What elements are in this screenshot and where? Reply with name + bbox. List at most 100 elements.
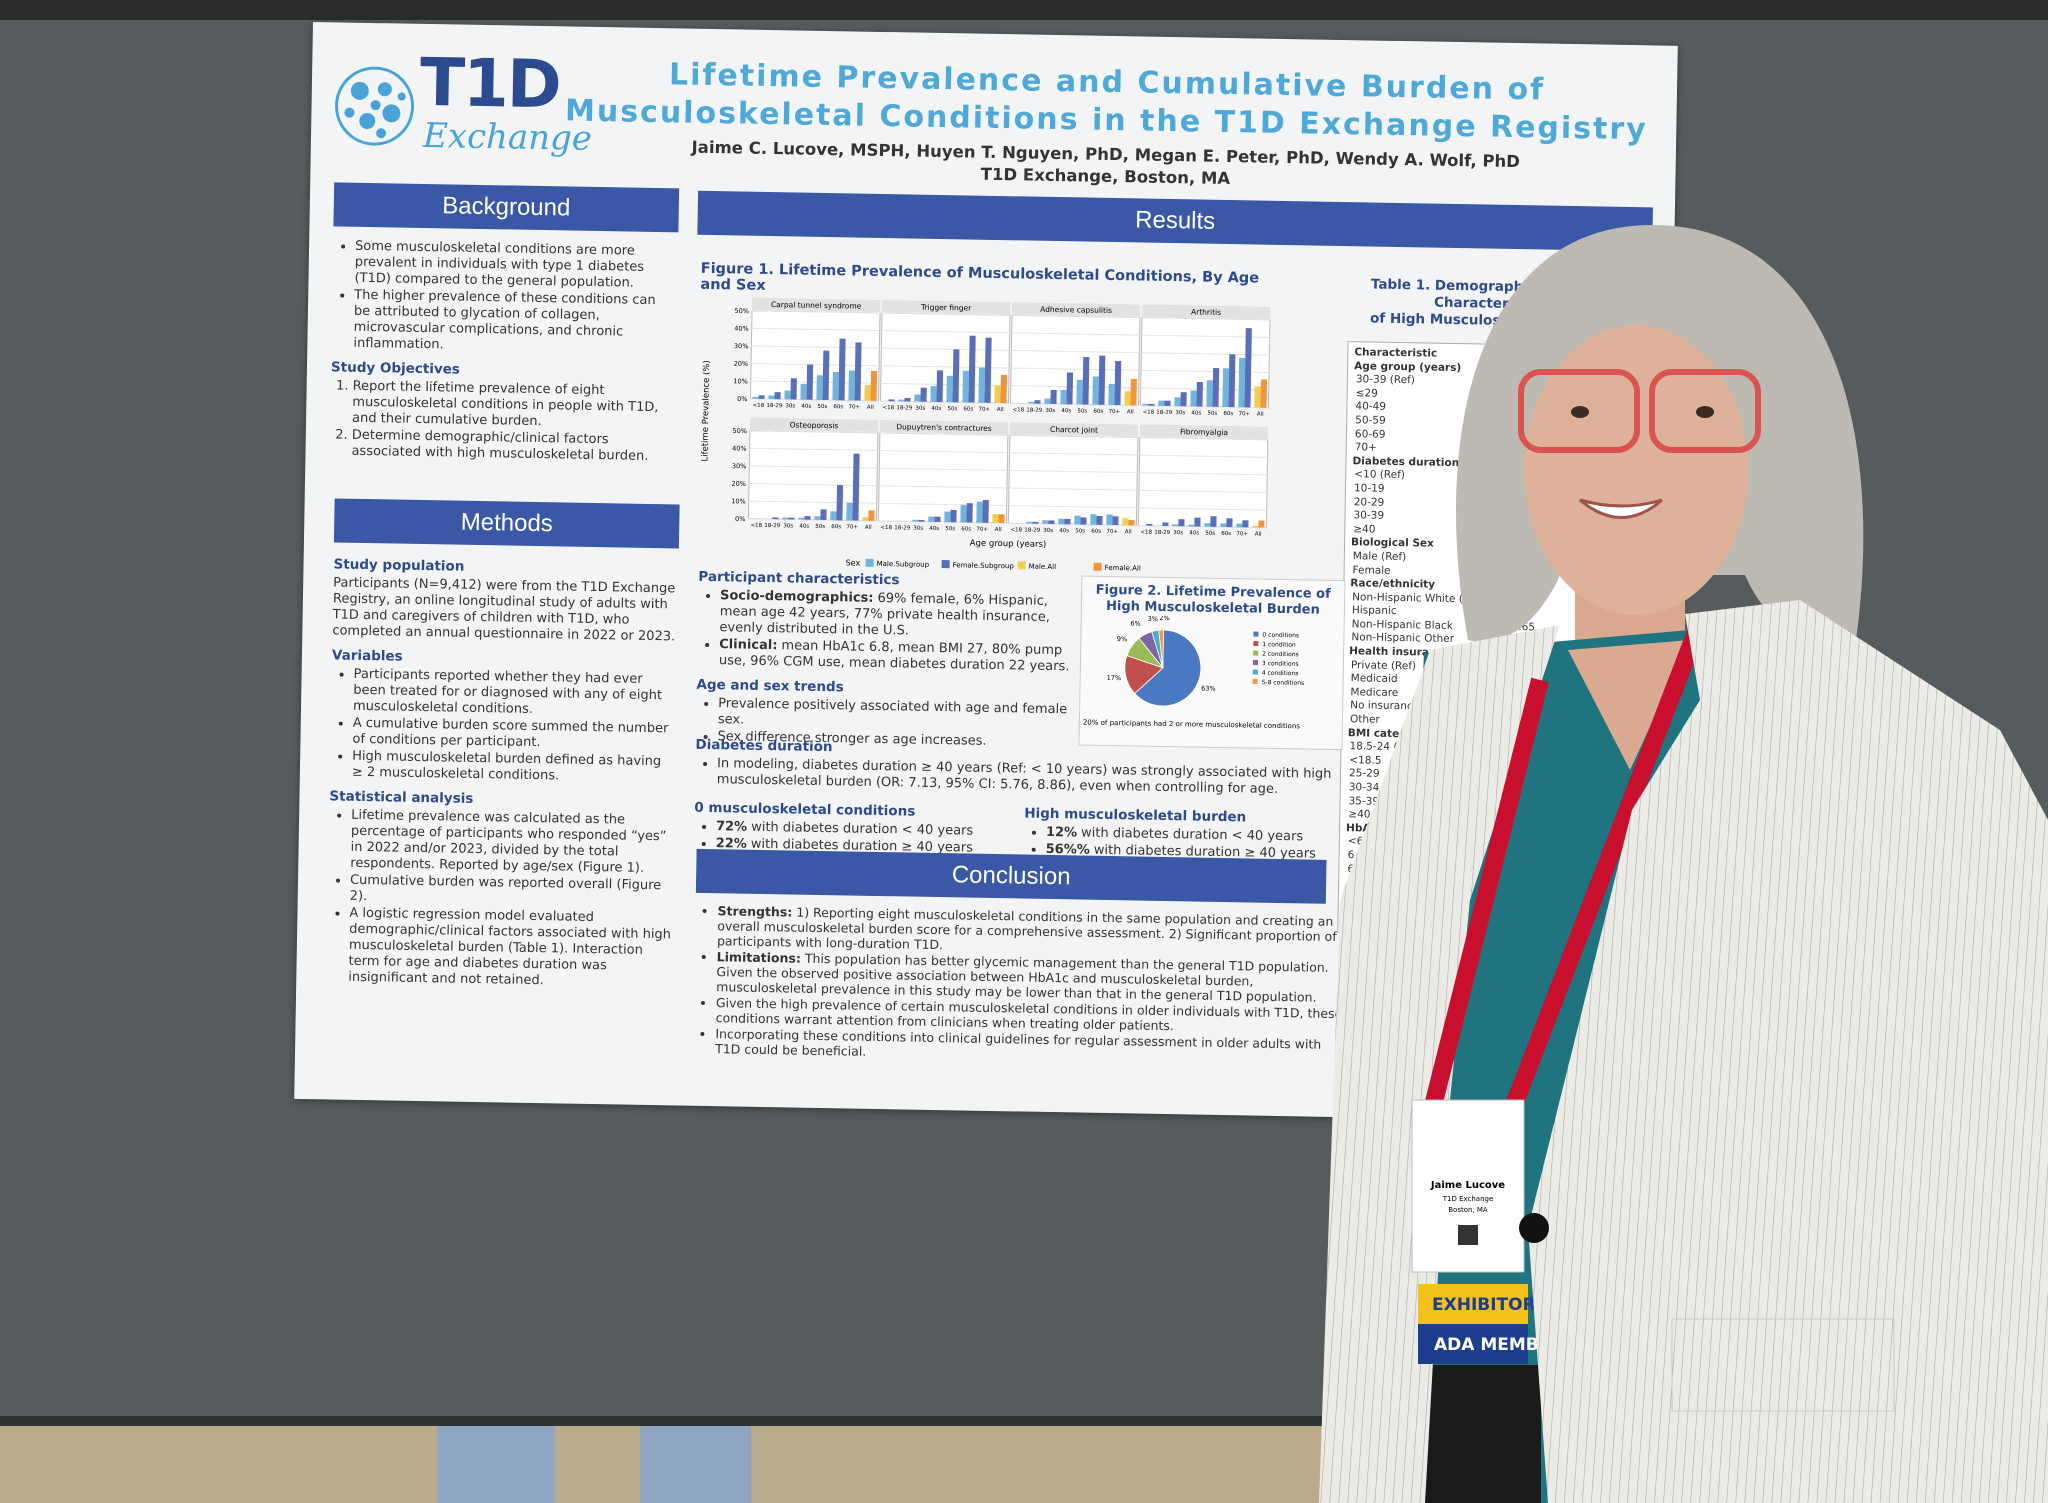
- x-tick-label: 70+: [846, 524, 858, 530]
- legend-swatch: [941, 560, 950, 569]
- panel-strip: [749, 417, 879, 432]
- figure-2: Figure 2. Lifetime Prevalence of High Mu…: [1078, 575, 1346, 751]
- grid-line: [1009, 452, 1138, 456]
- bar: [822, 350, 830, 401]
- bar: [928, 516, 935, 522]
- figure-1-plot: Lifetime Prevalence (%) Carpal tunnel syn…: [700, 297, 1271, 573]
- badge-org: T1D Exchange: [1442, 1195, 1494, 1203]
- bar: [1112, 516, 1119, 526]
- bar: [950, 509, 957, 523]
- x-tick-label: <18: [1010, 527, 1022, 533]
- grid-line: [748, 518, 877, 522]
- grid-line: [749, 447, 878, 452]
- figure-caption: 20% of participants had 2 or more muscul…: [1083, 719, 1301, 731]
- glasses: [1649, 369, 1761, 453]
- board-bottom-edge: [0, 1416, 2048, 1426]
- y-tick-label: 30%: [732, 462, 747, 470]
- legend-label: 3 conditions: [1262, 660, 1299, 668]
- legend-swatch: [1253, 631, 1259, 637]
- bar: [976, 501, 983, 523]
- x-tick-label: All: [1255, 532, 1262, 538]
- bar: [1080, 517, 1087, 525]
- bar: [920, 387, 927, 402]
- slice-label: 2%: [1159, 615, 1169, 623]
- bar: [1142, 403, 1149, 406]
- y-tick-label: 0%: [737, 395, 747, 403]
- slice-label: 9%: [1117, 635, 1127, 643]
- x-tick-label: 30s: [1175, 410, 1185, 416]
- legend-label: 4 conditions: [1262, 670, 1299, 678]
- x-tick-label: All: [865, 525, 872, 531]
- x-tick-label: <18: [753, 403, 765, 409]
- grid-line: [1011, 349, 1140, 354]
- y-tick-label: 40%: [732, 444, 747, 452]
- slice-label: 3%: [1148, 615, 1158, 623]
- bar: [1066, 372, 1074, 405]
- x-tick-label: 60s: [1091, 529, 1101, 535]
- blazer-right: [1528, 600, 2048, 1503]
- legend-label: Male.Subgroup: [877, 560, 930, 569]
- legend-label: 1 condition: [1262, 641, 1296, 649]
- bar: [1254, 386, 1261, 408]
- bar: [978, 367, 986, 403]
- legend-swatch: [1253, 650, 1259, 656]
- y-tick-label: 10%: [731, 497, 746, 505]
- x-tick-label: 18-29: [1156, 410, 1173, 416]
- panel-title: Charcot joint: [1050, 425, 1098, 435]
- bar: [1032, 521, 1039, 524]
- badge-ribbon-text: EXHIBITOR: [1432, 1295, 1536, 1315]
- legend-swatch: [1017, 561, 1026, 570]
- panel-title: Arthritis: [1191, 307, 1221, 317]
- x-tick-label: All: [1257, 412, 1264, 418]
- grid-line: [878, 485, 1007, 489]
- bar: [1158, 400, 1165, 406]
- grid-line: [1008, 487, 1137, 491]
- legend-label: Female.All: [1105, 564, 1141, 573]
- bar: [816, 375, 823, 400]
- bar: [1148, 403, 1155, 406]
- bar: [1212, 368, 1220, 407]
- bar: [772, 517, 779, 520]
- grid-line: [1139, 472, 1268, 476]
- panel-strip: [752, 297, 881, 312]
- grid-line: [751, 327, 880, 332]
- bar: [944, 511, 951, 523]
- bar: [1204, 523, 1211, 527]
- bar: [1082, 356, 1090, 405]
- bar: [1220, 523, 1227, 528]
- poster: T1D Exchange Lifetime Prevalence and Cum…: [294, 22, 1678, 1123]
- badge-ribbon: [1418, 1284, 1528, 1324]
- grid-line: [1011, 314, 1140, 318]
- board-top-edge: [0, 0, 2048, 20]
- neckline: [1568, 640, 1690, 770]
- bar: [1028, 401, 1035, 404]
- bar: [830, 511, 837, 521]
- x-tick-label: 70+: [1236, 531, 1248, 537]
- x-tick-label: 30s: [785, 403, 795, 409]
- x-tick-label: 70+: [1108, 409, 1120, 415]
- bar: [1050, 389, 1057, 405]
- panel-title: Osteoporosis: [790, 420, 839, 430]
- legend-swatch: [1252, 669, 1258, 675]
- legend-swatch: [1252, 678, 1258, 685]
- bar: [1130, 378, 1137, 406]
- bar: [1260, 379, 1267, 408]
- bar: [788, 517, 795, 520]
- bar: [1172, 524, 1179, 527]
- bar: [1092, 376, 1099, 405]
- x-tick-label: 70+: [1238, 411, 1250, 417]
- y-tick-label: 50%: [732, 427, 747, 435]
- x-tick-label: 70+: [848, 404, 860, 410]
- y-tick-label: 0%: [735, 515, 745, 523]
- x-tick-label: 18-29: [766, 403, 783, 409]
- bar: [898, 399, 905, 402]
- bar: [758, 395, 765, 399]
- logo-dots: [335, 66, 415, 146]
- y-tick-label: 10%: [733, 377, 748, 385]
- x-tick-label: 30s: [1173, 530, 1183, 536]
- bar: [904, 397, 911, 402]
- x-tick-label: 40s: [1189, 530, 1199, 536]
- panel-title: Trigger finger: [920, 303, 972, 313]
